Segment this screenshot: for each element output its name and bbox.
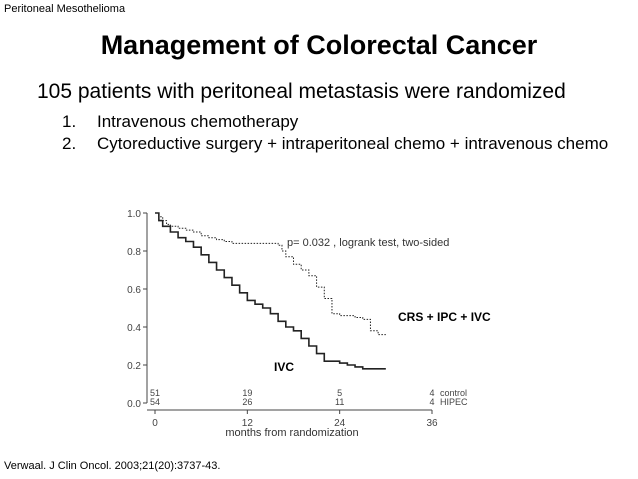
at-risk-value: 5 bbox=[337, 388, 342, 398]
y-tick-label: 0.8 bbox=[127, 247, 141, 258]
list-item-number: 2. bbox=[62, 134, 77, 153]
at-risk-value: 4 bbox=[429, 397, 434, 407]
header-label: Peritoneal Mesothelioma bbox=[4, 3, 126, 15]
citation: Verwaal. J Clin Oncol. 2003;21(20):3737-… bbox=[4, 460, 221, 472]
y-tick-label: 0.6 bbox=[127, 285, 141, 296]
x-tick-label: 12 bbox=[242, 418, 254, 429]
series-label-ivc: IVC bbox=[274, 360, 294, 374]
at-risk-value: 11 bbox=[335, 397, 344, 407]
at-risk-value: 19 bbox=[242, 388, 252, 398]
at-risk-value: 26 bbox=[242, 397, 252, 407]
at-risk-value: 51 bbox=[150, 388, 160, 398]
x-tick-label: 0 bbox=[152, 418, 158, 429]
list-item-text: Intravenous chemotherapy bbox=[97, 112, 299, 131]
x-tick-label: 36 bbox=[426, 418, 438, 429]
x-tick-label: 24 bbox=[334, 418, 346, 429]
y-tick-label: 0.2 bbox=[127, 361, 141, 372]
series-line-crs-ipc-ivc bbox=[155, 212, 386, 336]
list-item: 2. Cytoreductive surgery + intraperitone… bbox=[62, 133, 627, 155]
slide-lead: 105 patients with peritoneal metastasis … bbox=[37, 80, 566, 103]
at-risk-row-label: control bbox=[440, 388, 467, 398]
list-item-text: Cytoreductive surgery + intraperitoneal … bbox=[97, 134, 609, 153]
at-risk-value: 4 bbox=[429, 388, 434, 398]
chart-annotation: p= 0.032 , logrank test, two-sided bbox=[287, 237, 449, 249]
series-label-crs: CRS + IPC + IVC bbox=[398, 310, 491, 324]
list-item: 1. Intravenous chemotherapy bbox=[62, 111, 627, 133]
y-tick-label: 0.0 bbox=[127, 399, 141, 410]
series-line-ivc bbox=[155, 212, 386, 370]
slide-title: Management of Colorectal Cancer bbox=[100, 30, 538, 60]
list-item-number: 1. bbox=[62, 112, 77, 131]
at-risk-value: 54 bbox=[150, 397, 160, 407]
y-tick-label: 1.0 bbox=[127, 209, 141, 220]
chart-marks bbox=[155, 212, 386, 370]
y-tick-label: 0.4 bbox=[127, 323, 141, 334]
method-list: 1. Intravenous chemotherapy 2. Cytoreduc… bbox=[62, 111, 627, 155]
x-axis-label: months from randomization bbox=[225, 427, 358, 439]
at-risk-row-label: HIPEC bbox=[440, 397, 468, 407]
